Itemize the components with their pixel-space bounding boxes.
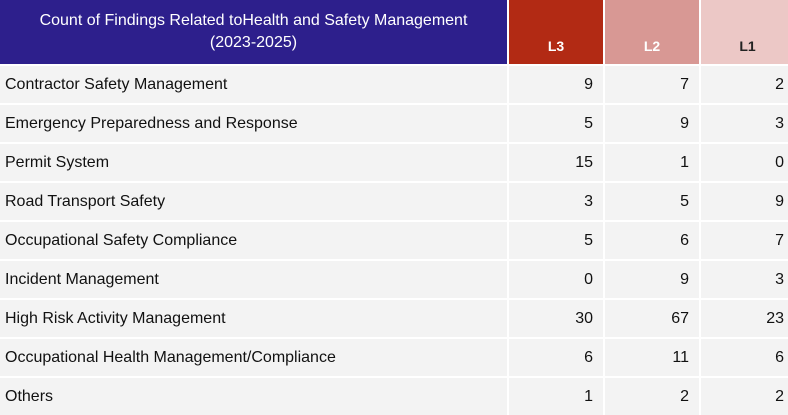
row-label: High Risk Activity Management (0, 298, 507, 337)
cell-l3: 5 (509, 103, 603, 142)
cell-l1: 0 (701, 142, 788, 181)
row-label: Road Transport Safety (0, 181, 507, 220)
cell-l3: 15 (509, 142, 603, 181)
row-label: Permit System (0, 142, 507, 181)
cell-l2: 2 (605, 376, 699, 415)
cell-l2: 11 (605, 337, 699, 376)
cell-l1: 3 (701, 259, 788, 298)
cell-l3: 9 (509, 64, 603, 103)
table-title-line2: (2023-2025) (209, 34, 298, 51)
row-label: Incident Management (0, 259, 507, 298)
row-label: Occupational Safety Compliance (0, 220, 507, 259)
table-title-line1: Count of Findings Related toHealth and S… (39, 12, 468, 29)
cell-l2: 6 (605, 220, 699, 259)
cell-l3: 6 (509, 337, 603, 376)
row-label: Contractor Safety Management (0, 64, 507, 103)
cell-l1: 6 (701, 337, 788, 376)
column-header-l3: L3 (509, 0, 603, 64)
cell-l2: 9 (605, 259, 699, 298)
cell-l2: 5 (605, 181, 699, 220)
table-title: Count of Findings Related toHealth and S… (0, 0, 507, 64)
cell-l2: 9 (605, 103, 699, 142)
cell-l2: 1 (605, 142, 699, 181)
cell-l3: 1 (509, 376, 603, 415)
cell-l1: 23 (701, 298, 788, 337)
cell-l2: 7 (605, 64, 699, 103)
cell-l3: 3 (509, 181, 603, 220)
row-label: Occupational Health Management/Complianc… (0, 337, 507, 376)
row-label: Emergency Preparedness and Response (0, 103, 507, 142)
cell-l3: 0 (509, 259, 603, 298)
column-header-l1: L1 (701, 0, 788, 64)
cell-l1: 7 (701, 220, 788, 259)
cell-l2: 67 (605, 298, 699, 337)
row-label: Others (0, 376, 507, 415)
cell-l1: 9 (701, 181, 788, 220)
cell-l3: 5 (509, 220, 603, 259)
cell-l1: 2 (701, 64, 788, 103)
cell-l1: 2 (701, 376, 788, 415)
cell-l3: 30 (509, 298, 603, 337)
cell-l1: 3 (701, 103, 788, 142)
column-header-l2: L2 (605, 0, 699, 64)
